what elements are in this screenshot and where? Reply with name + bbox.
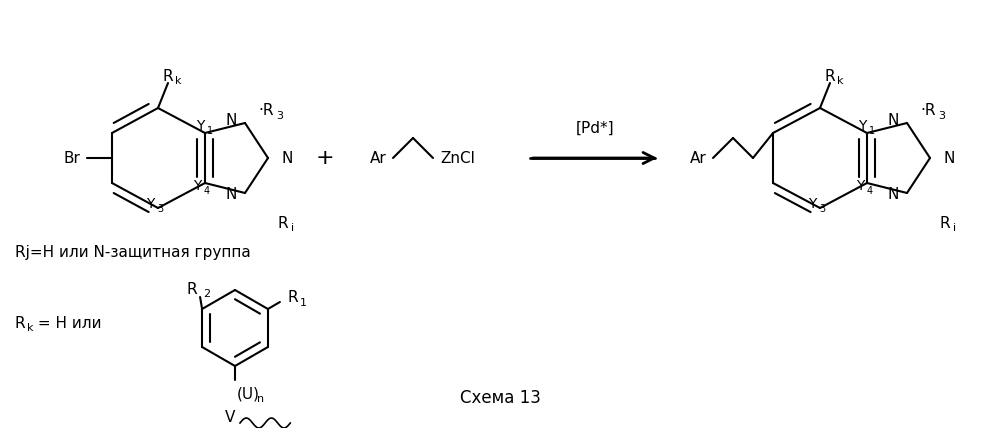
Text: Y: Y <box>808 197 816 211</box>
Text: 3: 3 <box>819 204 825 214</box>
Text: R: R <box>825 68 836 83</box>
Text: 3: 3 <box>938 111 945 121</box>
Text: ZnCl: ZnCl <box>440 151 475 166</box>
Text: = H или: = H или <box>33 315 102 330</box>
Text: 2: 2 <box>204 289 211 299</box>
Text: N: N <box>225 113 237 128</box>
Text: 4: 4 <box>204 186 210 196</box>
Text: 1: 1 <box>300 298 307 308</box>
Text: (U): (U) <box>237 386 260 401</box>
Text: [Pd*]: [Pd*] <box>576 121 614 136</box>
Text: R: R <box>278 216 288 231</box>
Text: N: N <box>887 187 899 202</box>
Text: k: k <box>27 323 34 333</box>
Text: R: R <box>288 289 299 304</box>
Text: Rj=H или N-защитная группа: Rj=H или N-защитная группа <box>15 246 251 261</box>
Text: Ar: Ar <box>370 151 387 166</box>
Text: V: V <box>225 410 235 425</box>
Text: ·R: ·R <box>920 102 936 118</box>
Text: N: N <box>943 151 955 166</box>
Text: R: R <box>15 315 26 330</box>
Text: ·R: ·R <box>258 102 274 118</box>
Text: n: n <box>257 394 264 404</box>
Text: 4: 4 <box>867 186 873 196</box>
Text: Схема 13: Схема 13 <box>460 389 540 407</box>
Text: Y: Y <box>146 197 154 211</box>
Text: Y: Y <box>858 119 866 133</box>
Text: i: i <box>291 223 295 233</box>
Text: Y: Y <box>856 179 864 193</box>
Text: i: i <box>953 223 957 233</box>
Text: R: R <box>186 282 197 297</box>
Text: +: + <box>316 148 334 168</box>
Text: 1: 1 <box>207 126 213 136</box>
Text: N: N <box>887 113 899 128</box>
Text: k: k <box>837 76 844 86</box>
Text: 3: 3 <box>157 204 163 214</box>
Text: 3: 3 <box>276 111 283 121</box>
Text: Y: Y <box>196 119 204 133</box>
Text: 1: 1 <box>869 126 875 136</box>
Text: R: R <box>940 216 950 231</box>
Text: R: R <box>163 68 174 83</box>
Text: N: N <box>225 187 237 202</box>
Text: Ar: Ar <box>690 151 707 166</box>
Text: k: k <box>175 76 182 86</box>
Text: Br: Br <box>64 151 80 166</box>
Text: N: N <box>281 151 293 166</box>
Text: Y: Y <box>193 179 201 193</box>
